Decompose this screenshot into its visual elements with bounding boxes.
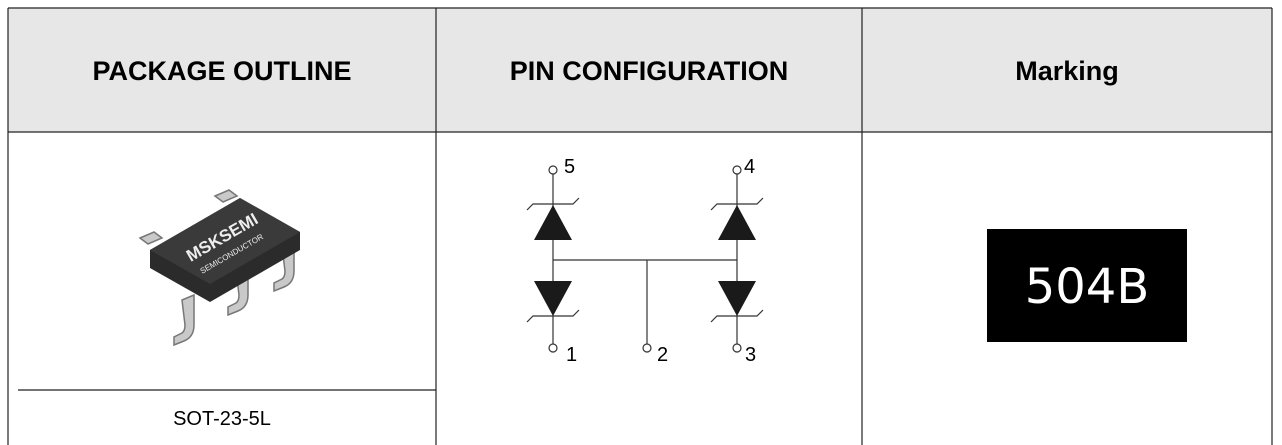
pin-label: 3 [745, 344, 756, 366]
package-name: SOT-23-5L [173, 408, 271, 430]
pin-diagram [526, 165, 764, 353]
pin-label: 1 [566, 344, 577, 366]
diode-symbols [534, 205, 756, 316]
marking-text: 504B [1025, 259, 1150, 315]
column-header: Marking [1015, 56, 1119, 86]
header-row [8, 8, 1272, 132]
chip-image: MSKSEMI SEMICONDUCTOR [138, 189, 300, 347]
pin-label: 2 [657, 344, 668, 366]
marking-box [987, 229, 1187, 342]
column-header: PACKAGE OUTLINE [92, 56, 351, 86]
table-grid [7, 7, 1273, 445]
pin-label: 4 [744, 156, 755, 178]
column-header: PIN CONFIGURATION [510, 56, 789, 86]
pin-label: 5 [564, 156, 575, 178]
